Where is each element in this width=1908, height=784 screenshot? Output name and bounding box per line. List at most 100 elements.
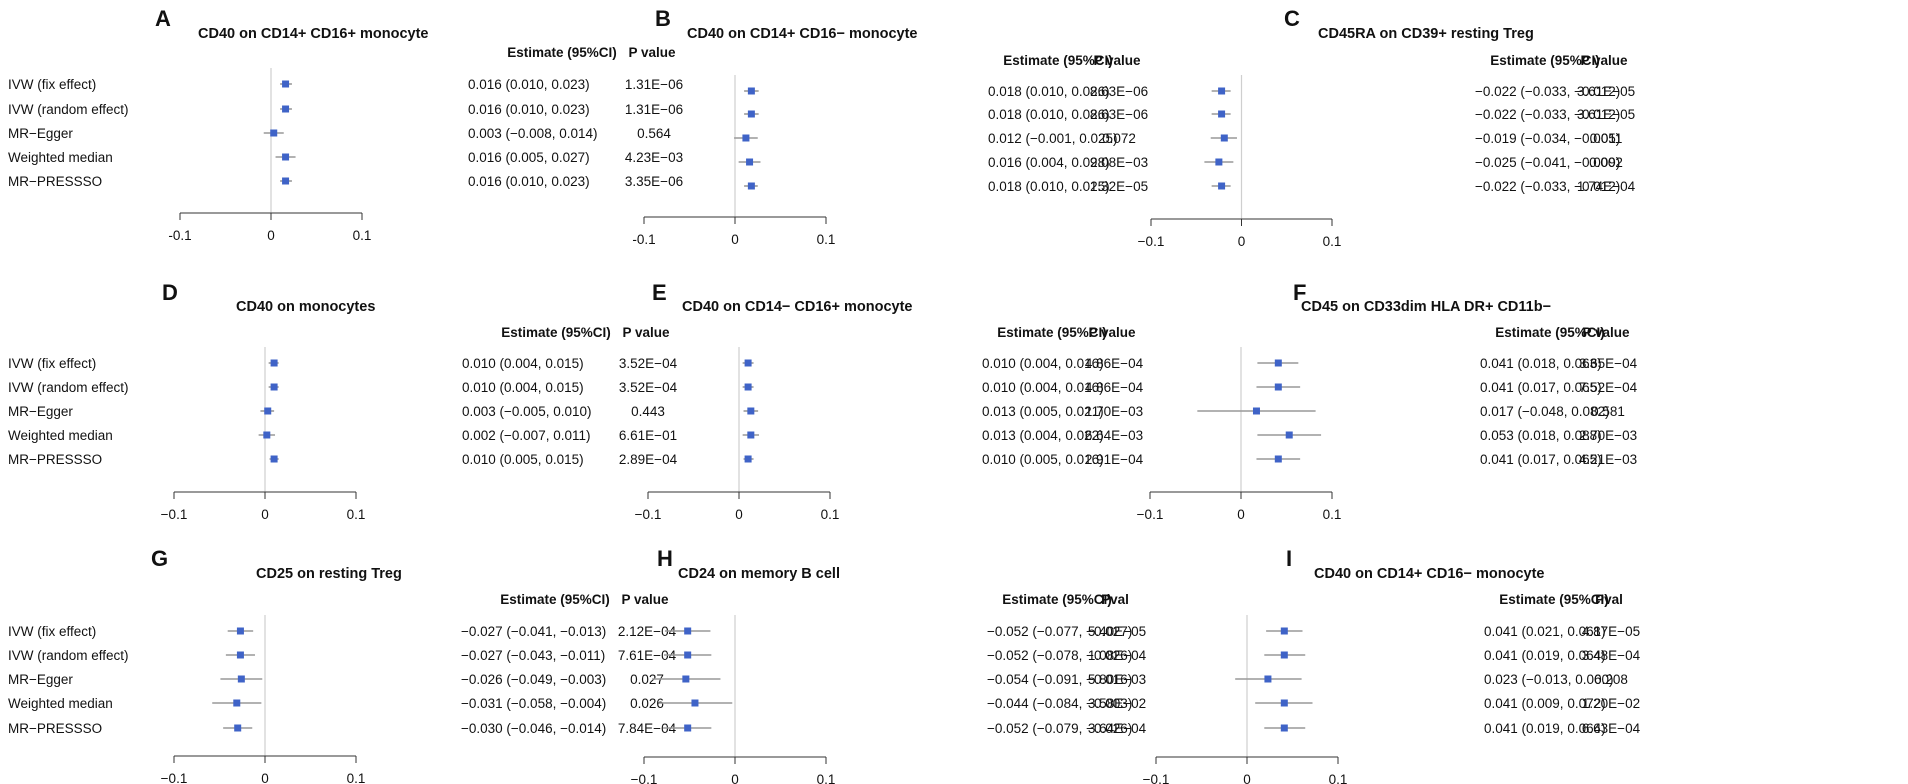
p-value-text: 0.027 [630, 672, 664, 687]
method-label: IVW (random effect) [8, 102, 129, 117]
estimate-header: Estimate (95%CI) [1003, 53, 1113, 68]
estimate-ci-text: 0.041 (0.019, 0.064) [1484, 648, 1606, 663]
x-tick-label: 0 [267, 228, 275, 243]
estimate-point [744, 383, 752, 391]
p-value-text: 0.011 [1590, 131, 1623, 146]
estimate-point [1264, 675, 1272, 683]
estimate-ci-text: 0.041 (0.009, 0.072) [1484, 696, 1606, 711]
estimate-ci-text: 0.041 (0.017, 0.065) [1480, 452, 1602, 467]
estimate-header: Estimate (95%CI) [1002, 592, 1112, 607]
p-value-text: 5.40E−05 [1088, 624, 1146, 639]
panel-letter: D [162, 280, 178, 305]
p-value-text: 6.61E−01 [619, 428, 677, 443]
estimate-point [1285, 431, 1293, 439]
estimate-header: Estimate (95%CI) [500, 592, 610, 607]
p-value-text: 1.08E−04 [1088, 648, 1147, 663]
estimate-point [282, 105, 290, 113]
estimate-ci-text: 0.010 (0.004, 0.016) [982, 356, 1104, 371]
x-tick-label: 0 [1243, 772, 1251, 784]
estimate-point [747, 407, 755, 415]
estimate-point [270, 359, 278, 367]
estimate-ci-text: 0.053 (0.018, 0.088) [1480, 428, 1602, 443]
panel-title: CD40 on monocytes [236, 299, 375, 315]
estimate-point [236, 651, 244, 659]
estimate-point [746, 158, 754, 166]
p-value-text: 3.64E−04 [1088, 721, 1147, 736]
estimate-ci-text: 0.023 (−0.013, 0.060) [1484, 672, 1613, 687]
estimate-point [684, 651, 692, 659]
p-value-text: 3.65E−04 [1579, 356, 1638, 371]
method-label: Weighted median [8, 150, 113, 165]
panel-e: E CD40 on CD14− CD16+ monocyte Estimate (9… [635, 280, 1144, 522]
estimate-ci-text: −0.019 (−0.034, −0.005) [1475, 131, 1620, 146]
method-label: MR−PRESSSO [8, 452, 102, 467]
p-value-text: 3.52E−04 [619, 380, 678, 395]
estimate-ci-text: 0.041 (0.018, 0.063) [1480, 356, 1602, 371]
p-value-header: P value [1580, 53, 1628, 68]
estimate-point [237, 675, 245, 683]
p-value-text: 1.31E−06 [625, 102, 683, 117]
p-value-text: 2.89E−04 [619, 452, 678, 467]
estimate-point [263, 431, 271, 439]
estimate-ci-text: 0.017 (−0.048, 0.082) [1480, 404, 1609, 419]
method-label: Weighted median [8, 428, 113, 443]
p-value-text: 0.002 [1589, 155, 1623, 170]
estimate-point [282, 80, 290, 88]
estimate-ci-text: 0.010 (0.004, 0.016) [982, 380, 1104, 395]
estimate-header: Estimate (95%CI) [501, 325, 611, 340]
panel-title: CD25 on resting Treg [256, 566, 402, 582]
method-label: MR−PRESSSO [8, 721, 102, 736]
x-tick-label: −0.1 [161, 771, 188, 784]
p-value-text: 3.48E−04 [1582, 648, 1641, 663]
x-tick-label: 0 [731, 232, 739, 247]
estimate-point [742, 134, 750, 142]
p-value-text: 8.63E−06 [1090, 107, 1148, 122]
estimate-ci-text: −0.052 (−0.077, −0.027) [987, 624, 1132, 639]
estimate-ci-text: −0.044 (−0.084, −0.003) [987, 696, 1132, 711]
p-value-header: P value [1088, 325, 1136, 340]
p-value-text: 3.58E−02 [1088, 696, 1146, 711]
estimate-point [233, 699, 241, 707]
estimate-ci-text: 0.010 (0.005, 0.016) [982, 452, 1104, 467]
estimate-ci-text: 0.018 (0.010, 0.026) [988, 107, 1110, 122]
estimate-point [684, 724, 692, 732]
estimate-ci-text: 0.016 (0.004, 0.028) [988, 155, 1110, 170]
estimate-point [747, 110, 755, 118]
estimate-point [1280, 699, 1288, 707]
x-tick-label: -0.1 [632, 232, 655, 247]
p-value-text: 9.08E−03 [1090, 155, 1148, 170]
estimate-point [744, 359, 752, 367]
x-tick-label: 0.1 [1329, 772, 1348, 784]
p-value-text: 4.86E−04 [1085, 356, 1144, 371]
panel-letter: B [655, 6, 671, 31]
p-value-text: 7.84E−04 [618, 721, 677, 736]
estimate-ci-text: 0.012 (−0.001, 0.025) [988, 131, 1117, 146]
x-tick-label: 0 [735, 507, 743, 522]
x-tick-label: 0.1 [1323, 507, 1342, 522]
p-value-header: P value [622, 325, 670, 340]
estimate-point [1274, 383, 1282, 391]
p-value-text: 3.35E−06 [625, 174, 683, 189]
method-label: MR−Egger [8, 404, 73, 419]
p-value-text: 2.70E−03 [1579, 428, 1637, 443]
estimate-header: Estimate (95%CI) [1495, 325, 1605, 340]
panel-i: I CD40 on CD14+ CD16− monocyte Estimate (9… [1143, 546, 1641, 784]
panel-a: A CD40 on CD14+ CD16+ monocyte Estimate (9… [8, 6, 683, 243]
p-value-text: 5.80E−03 [1088, 672, 1146, 687]
estimate-point [1280, 651, 1288, 659]
p-value-text: 0.443 [631, 404, 665, 419]
estimate-ci-text: 0.041 (0.017, 0.065) [1480, 380, 1602, 395]
p-value-text: 0.581 [1591, 404, 1625, 419]
p-value-text: 1.74E−04 [1577, 179, 1636, 194]
p-value-text: 4.87E−05 [1582, 624, 1640, 639]
estimate-ci-text: −0.052 (−0.078, −0.026) [987, 648, 1132, 663]
panel-h: H CD24 on memory B cell Estimate (95%CI)Pv… [631, 546, 1147, 784]
estimate-point [270, 455, 278, 463]
estimate-point [1218, 110, 1226, 118]
method-label: MR−Egger [8, 126, 73, 141]
x-tick-label: 0.1 [817, 772, 836, 784]
estimate-ci-text: −0.054 (−0.091, −0.016) [987, 672, 1132, 687]
x-tick-label: −0.1 [1137, 507, 1164, 522]
estimate-point [747, 431, 755, 439]
p-value-text: 0.026 [630, 696, 664, 711]
